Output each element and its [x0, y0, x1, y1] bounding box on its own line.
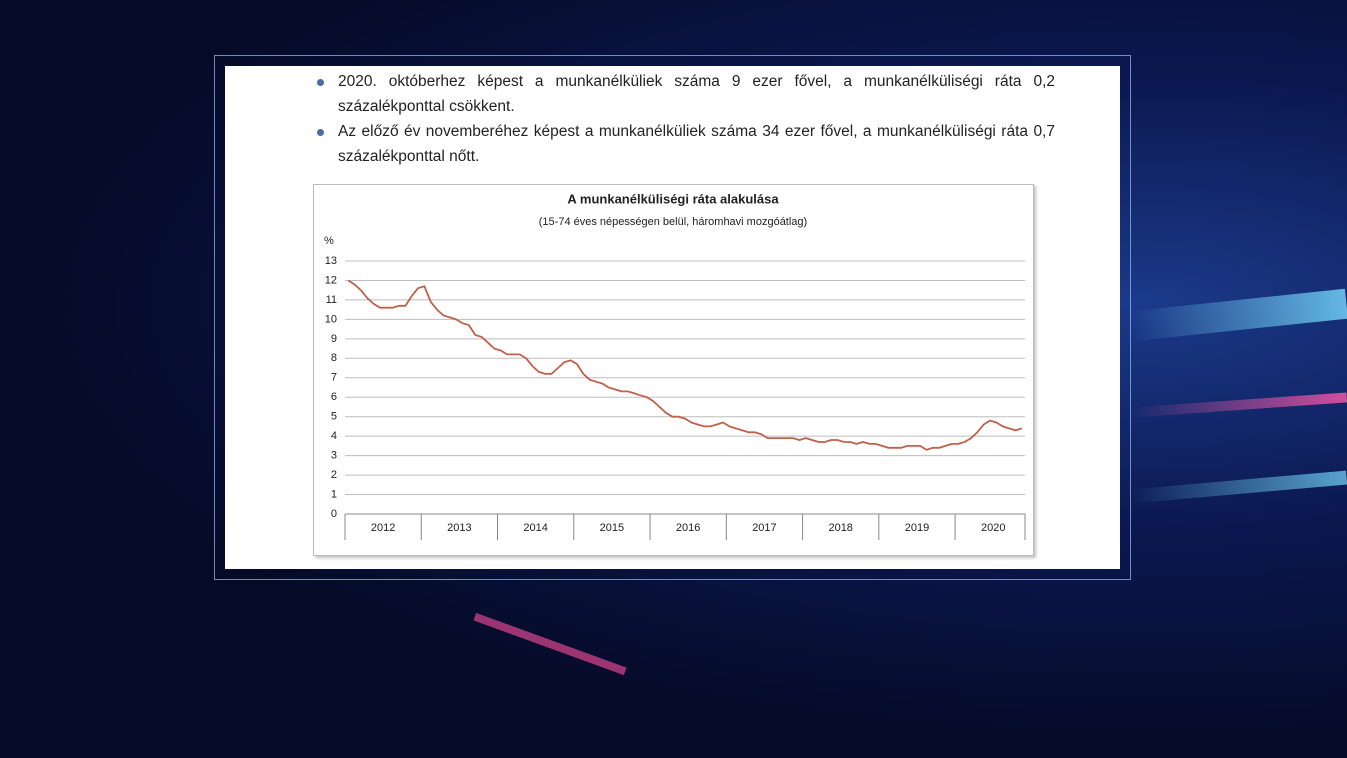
chart-subtitle: (15-74 éves népességen belül, háromhavi … — [539, 216, 807, 228]
y-tick-label: 6 — [331, 391, 337, 403]
bullet: Az előző év novemberéhez képest a munkan… — [317, 120, 1055, 169]
y-tick-label: 12 — [325, 274, 337, 286]
data-line — [347, 279, 1023, 451]
x-tick-label: 2017 — [752, 522, 776, 534]
chart-title: A munkanélküliségi ráta alakulása — [567, 191, 779, 206]
y-tick-label: 7 — [331, 372, 337, 384]
chart: A munkanélküliségi ráta alakulása (15-74… — [324, 191, 1026, 540]
y-tick-label: 4 — [331, 430, 337, 442]
x-tick-label: 2015 — [600, 522, 624, 534]
y-tick-label: 10 — [325, 313, 337, 325]
bullet: 2020. októberhez képest a munkanélküliek… — [317, 70, 1055, 119]
chart-box: A munkanélküliségi ráta alakulása (15-74… — [313, 184, 1034, 556]
x-tick-label: 2012 — [371, 522, 395, 534]
y-tick-label: 1 — [331, 488, 337, 500]
background-light — [1129, 288, 1347, 342]
background-light — [1129, 470, 1347, 504]
y-tick-label: 3 — [331, 450, 337, 462]
frame — [214, 55, 1131, 580]
y-tick-label: 13 — [325, 255, 337, 267]
y-tick-label: 11 — [326, 294, 337, 306]
x-tick-label: 2013 — [447, 522, 471, 534]
document: 2020. októberhez képest a munkanélküliek… — [225, 66, 1120, 569]
y-tick-label: 8 — [331, 352, 337, 364]
background-light — [1129, 392, 1347, 418]
x-tick-label: 2020 — [981, 522, 1005, 534]
y-axis-label: % — [324, 235, 334, 247]
background-light — [473, 612, 627, 676]
bullet-list: 2020. októberhez képest a munkanélküliek… — [315, 70, 1055, 170]
x-tick-label: 2014 — [523, 522, 547, 534]
y-tick-label: 0 — [331, 508, 337, 520]
x-tick-label: 2019 — [905, 522, 929, 534]
y-tick-label: 9 — [331, 333, 337, 345]
x-tick-label: 2016 — [676, 522, 700, 534]
y-tick-label: 5 — [331, 411, 337, 423]
y-tick-label: 2 — [331, 469, 337, 481]
x-tick-label: 2018 — [828, 522, 852, 534]
